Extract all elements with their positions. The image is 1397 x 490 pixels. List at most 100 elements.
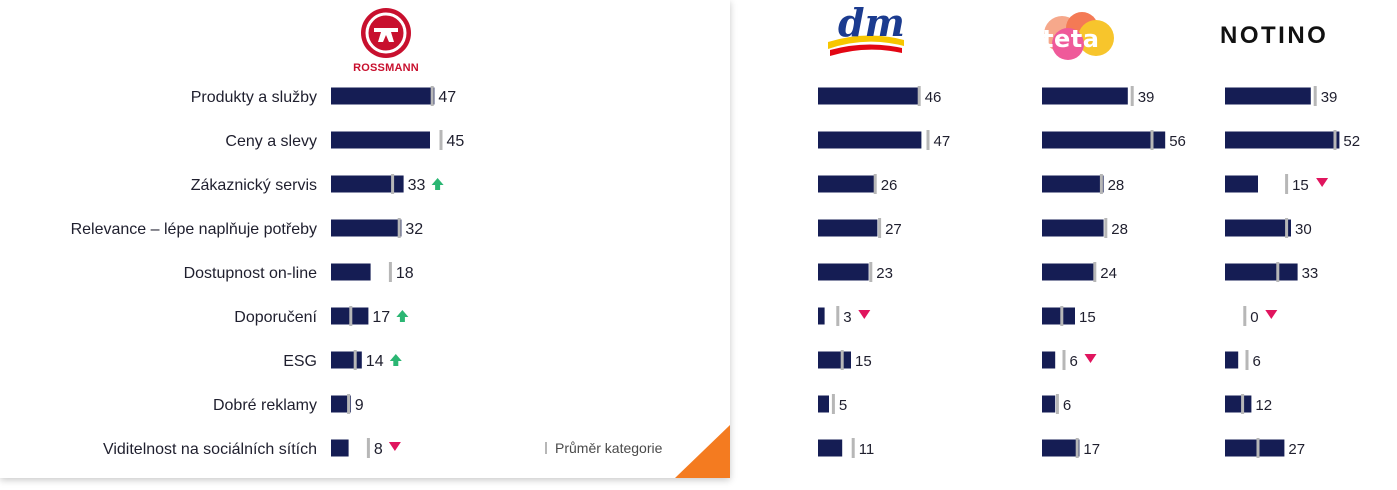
dm-average-marker: [926, 130, 930, 150]
notino-bar: [1225, 87, 1311, 105]
trend-down-icon: [1265, 310, 1278, 319]
notino-average-marker: [1245, 350, 1249, 370]
trend-down-icon: [858, 310, 871, 319]
dm-average-marker: [831, 394, 835, 414]
teta-value-label: 17: [1083, 441, 1100, 458]
rossmann-bar: [331, 87, 435, 105]
teta-average-marker: [1104, 218, 1108, 238]
teta-average-marker: [1060, 306, 1064, 326]
rossmann-value-label: 32: [405, 221, 423, 238]
teta-average-marker: [1150, 130, 1154, 150]
dm-bar: [818, 175, 876, 193]
teta-value-label: 6: [1070, 353, 1078, 370]
category-label: Zákaznický servis: [191, 177, 317, 194]
teta-value-label: 15: [1079, 309, 1096, 326]
dm-value-label: 15: [855, 353, 872, 370]
dm-average-marker: [836, 306, 840, 326]
trend-up-icon: [431, 178, 444, 190]
dm-value-label: 47: [934, 133, 951, 150]
teta-bar: [1042, 87, 1128, 105]
rossmann-average-marker: [388, 262, 392, 282]
notino-average-marker: [1285, 174, 1289, 194]
notino-average-marker: [1243, 306, 1247, 326]
rossmann-bar: [331, 439, 349, 457]
dm-value-label: 5: [839, 397, 847, 414]
dm-bar: [818, 219, 878, 237]
teta-value-label: 24: [1100, 265, 1117, 282]
rossmann-average-marker: [430, 86, 434, 106]
teta-value-label: 28: [1111, 221, 1128, 238]
legend-label: Průměr kategorie: [555, 440, 663, 456]
notino-average-marker: [1241, 394, 1245, 414]
notino-value-label: 39: [1321, 89, 1338, 106]
dm-value-label: 26: [881, 177, 898, 194]
rossmann-bar: [331, 175, 404, 193]
notino-value-label: 6: [1253, 353, 1261, 370]
trend-up-icon: [389, 354, 402, 366]
rossmann-value-label: 33: [408, 177, 426, 194]
rossmann-panel: [0, 0, 730, 478]
notino-bar: [1225, 351, 1239, 369]
notino-average-marker: [1313, 86, 1317, 106]
notino-average-marker: [1256, 438, 1260, 458]
category-label: Doporučení: [234, 309, 317, 326]
rossmann-value-label: 17: [372, 309, 390, 326]
notino-bar: [1225, 439, 1285, 457]
teta-value-label: 28: [1108, 177, 1125, 194]
dm-wordmark: dm: [838, 0, 905, 45]
dm-average-marker: [869, 262, 873, 282]
notino-bar: [1225, 395, 1252, 413]
category-label: Dobré reklamy: [213, 397, 317, 414]
rossmann-wordmark: ROSSMANN: [353, 62, 419, 74]
notino-value-label: 27: [1288, 441, 1305, 458]
notino-average-marker: [1276, 262, 1280, 282]
category-label: Relevance – lépe naplňuje potřeby: [71, 221, 317, 238]
teta-average-marker: [1099, 174, 1103, 194]
notino-value-label: 52: [1343, 133, 1360, 150]
rossmann-emblem-icon: [361, 8, 411, 58]
rossmann-average-marker: [439, 130, 443, 150]
teta-bar: [1042, 395, 1056, 413]
rossmann-average-marker: [353, 350, 357, 370]
rossmann-average-marker: [349, 306, 353, 326]
teta-average-marker: [1075, 438, 1079, 458]
notino-bar: [1225, 175, 1258, 193]
dm-average-marker: [873, 174, 877, 194]
rossmann-value-label: 14: [366, 353, 384, 370]
category-label: Ceny a slevy: [225, 133, 317, 150]
dm-value-label: 3: [843, 309, 851, 326]
notino-logo: NOTINO: [1220, 22, 1340, 52]
teta-average-marker: [1055, 394, 1059, 414]
dm-bar: [818, 263, 869, 281]
dm-value-label: 23: [876, 265, 893, 282]
dm-average-marker: [878, 218, 882, 238]
trend-up-icon: [396, 310, 409, 322]
trend-down-icon: [1316, 178, 1329, 187]
rossmann-average-marker: [347, 394, 351, 414]
trend-down-icon: [1084, 354, 1097, 363]
rossmann-bar: [331, 351, 362, 369]
teta-value-label: 56: [1169, 133, 1186, 150]
dm-logo: dm: [826, 0, 906, 57]
dm-bar: [818, 439, 843, 457]
notino-bar: [1225, 263, 1298, 281]
notino-value-label: 12: [1255, 397, 1272, 414]
dm-bar: [818, 351, 851, 369]
rossmann-value-label: 45: [447, 133, 465, 150]
rossmann-average-marker: [397, 218, 401, 238]
category-label: ESG: [283, 353, 317, 370]
dm-average-marker: [840, 350, 844, 370]
dm-average-marker: [851, 438, 855, 458]
dm-bar: [818, 395, 829, 413]
trend-down-icon: [388, 442, 401, 451]
category-label: Produkty a služby: [191, 89, 317, 106]
rossmann-value-label: 18: [396, 265, 414, 282]
teta-average-marker: [1062, 350, 1066, 370]
rossmann-bar: [331, 219, 402, 237]
notino-average-marker: [1333, 130, 1337, 150]
notino-value-label: 33: [1302, 265, 1319, 282]
teta-bar: [1042, 131, 1166, 149]
teta-logo: teta: [1038, 10, 1118, 62]
notino-value-label: 30: [1295, 221, 1312, 238]
